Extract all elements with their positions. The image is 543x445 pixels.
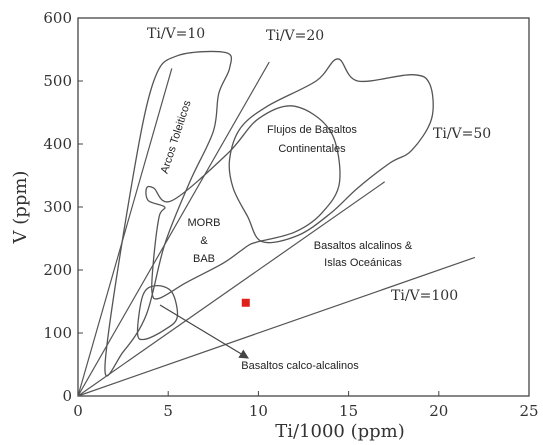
ratio-label-100: Ti/V=100 (391, 288, 458, 304)
y-tick-label: 400 (43, 135, 72, 153)
sample-point (241, 298, 250, 307)
field-label-continentales: Continentales (278, 143, 346, 155)
points-layer (241, 298, 250, 307)
x-tick-label: 25 (519, 402, 538, 420)
y-tick-label: 100 (43, 324, 72, 342)
x-tick-label: 10 (249, 402, 268, 420)
y-tick-label: 0 (62, 387, 72, 405)
field-outline-3 (136, 285, 179, 341)
fields-layer (104, 50, 434, 377)
ratio-lines-layer (77, 61, 476, 397)
y-tick-label: 300 (43, 198, 72, 216)
field-label-arcos: Arcos Toleiticos (159, 99, 194, 176)
y-tick-label: 200 (43, 261, 72, 279)
ratio-line-10 (77, 68, 173, 397)
y-axis-label: V (ppm) (10, 171, 31, 245)
field-label-islas: Islas Oceánicas (324, 257, 402, 269)
ratio-label-20: Ti/V=20 (266, 28, 324, 44)
x-tick-label: 5 (163, 402, 173, 420)
y-tick-label: 600 (43, 9, 72, 27)
x-tick-label: 20 (429, 402, 448, 420)
x-tick-label: 15 (339, 402, 358, 420)
ratio-label-10: Ti/V=10 (147, 26, 205, 42)
ratio-line-100 (77, 256, 476, 397)
y-tick-label: 500 (43, 72, 72, 90)
ratio-line-50 (77, 181, 386, 397)
calco-alcalinos-pointer (159, 304, 250, 359)
field-label-alcalinos: Basaltos alcalinos & (314, 240, 413, 252)
ticks-layer: 0 5 10 15 20 25 0 100 200 300 400 500 600 (43, 9, 538, 420)
ratio-line-20 (77, 61, 270, 397)
field-label-morb: MORB (188, 217, 221, 229)
field-label-calco: Basaltos calco-alcalinos (241, 360, 359, 372)
x-axis-label: Ti/1000 (ppm) (275, 421, 405, 442)
field-label-amp: & (200, 235, 208, 247)
field-outline-2 (145, 105, 341, 300)
field-outline-0 (104, 50, 233, 377)
field-label-bab: BAB (193, 253, 215, 265)
x-tick-label: 0 (73, 402, 83, 420)
ratio-label-50: Ti/V=50 (433, 126, 491, 142)
field-label-flujos: Flujos de Basaltos (267, 124, 357, 136)
